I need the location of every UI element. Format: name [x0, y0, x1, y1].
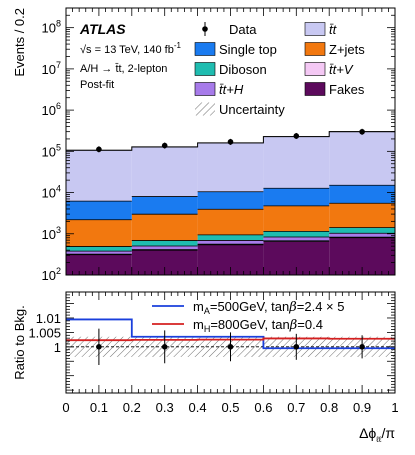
stack-bar-t-t-h	[329, 233, 395, 238]
legend-swatch	[304, 22, 326, 36]
stack-bar-z-jets	[66, 219, 132, 247]
ratio-data-point	[359, 344, 365, 350]
x-tick-label: 0.4	[189, 400, 207, 415]
ratio-y-tick-label: 1.01	[36, 311, 61, 326]
stack-bar-t-t-h	[66, 251, 132, 255]
legend-label: Diboson	[219, 62, 267, 77]
legend-swatch	[194, 82, 216, 96]
stack-bar-diboson	[263, 231, 330, 238]
x-tick-label: 1	[391, 400, 398, 415]
y-tick-label: 103	[42, 225, 61, 242]
x-tick-label: 0.5	[221, 400, 239, 415]
x-tick-label: 0.9	[353, 400, 371, 415]
data-point	[227, 139, 234, 145]
data-point	[293, 133, 300, 139]
legend-label: Single top	[219, 42, 277, 57]
process-label: A/H → t̄t, 2-lepton	[80, 63, 167, 75]
legend-uncertainty-swatch	[195, 102, 215, 116]
ratio-data-point	[293, 344, 300, 350]
x-tick-label: 0.2	[123, 400, 141, 415]
x-tick-label: 0	[62, 400, 69, 415]
stack-bar-diboson	[66, 246, 132, 252]
legend-label-data: Data	[229, 22, 257, 37]
stack-bar-t-t-h	[263, 237, 330, 241]
legend-label: t̄t	[329, 22, 338, 37]
y-tick-label: 108	[42, 19, 61, 36]
stack-bar-fakes	[66, 254, 132, 275]
stack-bar-single-top	[329, 185, 395, 204]
legend-label: Fakes	[329, 82, 365, 97]
legend-label-uncertainty: Uncertainty	[219, 102, 285, 117]
x-axis-label: Δϕℓℓ/π	[359, 425, 395, 444]
stack-bar-z-jets	[329, 203, 395, 228]
stack-bar-single-top	[66, 201, 132, 220]
legend: Data t̄t Single top Z+jets Diboson t̄t+V t̄t+H…	[194, 22, 365, 117]
x-tick-label: 0.7	[287, 400, 305, 415]
postfit-label: Post-fit	[80, 79, 114, 91]
y-axis-label: Events / 0.2	[12, 8, 27, 77]
x-tick-label: 0.8	[320, 400, 338, 415]
legend-label: Z+jets	[329, 42, 365, 57]
data-point	[359, 128, 365, 135]
energy-lumi-label: √s = 13 TeV, 140 fb-1	[80, 41, 181, 56]
x-tick-label: 0.1	[90, 400, 108, 415]
y-tick-label: 106	[42, 101, 61, 118]
ratio-y-tick-label: 1	[54, 340, 61, 355]
x-tick-label: 0.6	[254, 400, 272, 415]
legend-label: t̄t+H	[219, 82, 244, 97]
y-tick-label: 105	[42, 142, 61, 159]
stack-bar-t-t-h	[197, 240, 264, 245]
stack-bar-z-jets	[197, 209, 264, 235]
stack-bar-t-t	[66, 150, 132, 202]
stack-bar-t-t	[131, 146, 198, 197]
y-tick-label: 104	[42, 184, 61, 201]
stack-bar-diboson	[329, 227, 395, 234]
stack-bar-t-t-h	[131, 246, 198, 250]
ratio-y-axis-label: Ratio to Bkg.	[12, 305, 27, 379]
x-tick-label: 0.3	[156, 400, 174, 415]
stack-bar-z-jets	[263, 205, 330, 232]
stack-bar-single-top	[131, 196, 198, 215]
legend-swatch	[194, 42, 216, 56]
stack-bar-single-top	[263, 188, 330, 206]
stack-bar-single-top	[197, 191, 264, 210]
ratio-data-point	[96, 344, 102, 350]
y-tick-label: 102	[42, 266, 61, 283]
stack-bar-t-t	[197, 142, 264, 192]
legend-swatch	[304, 42, 326, 56]
ratio-legend-label: mH=800GeV, tanβ=0.4	[193, 317, 323, 334]
atlas-label: ATLAS	[79, 21, 126, 37]
main-panel: 102 103 104 105 106 107 108 Events / 0.2	[12, 7, 396, 283]
stack-bar-t-t	[263, 136, 330, 189]
ratio-data-point	[227, 344, 234, 350]
stack-bar-t-t	[329, 131, 395, 186]
stack-bar-z-jets	[131, 214, 198, 241]
y-tick-label: 107	[42, 60, 61, 77]
ratio-y-tick-label: 1.005	[28, 325, 61, 340]
stack-bar-diboson	[131, 240, 198, 247]
legend-swatch	[304, 62, 326, 76]
data-point	[161, 142, 168, 149]
data-point	[96, 146, 102, 153]
stack-bar-diboson	[197, 234, 264, 241]
legend-data-marker	[202, 26, 208, 32]
ratio-data-point	[161, 344, 168, 350]
legend-label: t̄t+V	[329, 62, 354, 77]
legend-swatch	[194, 62, 216, 76]
atlas-label-block: ATLAS √s = 13 TeV, 140 fb-1 A/H → t̄t, 2-l…	[79, 21, 181, 91]
ratio-legend-label: mA=500GeV, tanβ=2.4 × 5	[193, 299, 345, 316]
legend-swatch	[304, 82, 326, 96]
